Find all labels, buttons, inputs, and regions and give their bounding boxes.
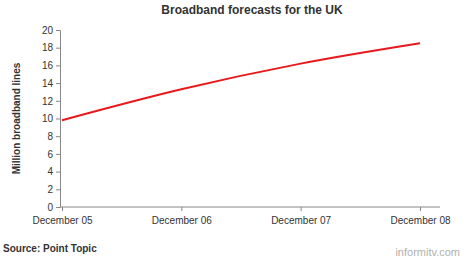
y-tick-label: 10 [42, 113, 54, 124]
y-axis: 0 2 4 6 8 10 12 14 16 18 20 [42, 25, 61, 213]
y-tick: 2 [47, 184, 60, 195]
x-tick: December 08 [390, 207, 450, 226]
y-tick: 8 [47, 131, 60, 142]
y-tick: 12 [42, 96, 60, 107]
y-tick-label: 4 [47, 166, 53, 177]
y-axis-line [56, 31, 61, 208]
y-tick: 10 [42, 113, 60, 124]
y-tick: 18 [42, 42, 60, 53]
y-tick-mark [56, 154, 60, 155]
y-tick-label: 6 [47, 149, 53, 160]
title: Broadband forecasts for the UK [161, 3, 343, 17]
y-tick-mark [56, 119, 60, 120]
x-tick-label: December 05 [32, 215, 92, 226]
y-axis-title: Million broadband lines [11, 62, 22, 174]
chart: Broadband forecasts for the UK 0 2 4 6 8 10 12 1… [0, 0, 464, 261]
y-tick: 4 [47, 166, 60, 177]
data-line [62, 43, 420, 120]
y-tick-mark [56, 172, 60, 173]
y-tick-label: 20 [42, 25, 54, 36]
y-tick: 0 [47, 202, 60, 213]
x-tick-label: December 08 [390, 215, 450, 226]
x-tick: December 05 [32, 207, 92, 226]
y-tick-mark [56, 101, 60, 102]
x-tick: December 07 [271, 207, 331, 226]
plot-area [62, 43, 420, 120]
x-tick-mark [420, 207, 421, 211]
y-tick-mark [56, 30, 60, 31]
y-tick-label: 14 [42, 78, 54, 89]
y-tick-mark [56, 83, 60, 84]
y-tick: 16 [42, 60, 60, 71]
x-tick: December 06 [152, 207, 212, 226]
y-tick-mark [56, 189, 60, 190]
x-tick-mark [181, 207, 182, 211]
y-tick-label: 8 [47, 131, 53, 142]
y-tick: 14 [42, 78, 60, 89]
y-tick-label: 16 [42, 60, 54, 71]
watermark: informitv.com [395, 246, 460, 258]
x-tick-label: December 07 [271, 215, 331, 226]
y-tick-label: 18 [42, 42, 54, 53]
y-tick-mark [56, 48, 60, 49]
x-tick-mark [301, 207, 302, 211]
source-note: Source: Point Topic [3, 243, 97, 254]
x-axis-line [60, 207, 440, 208]
y-tick-mark [56, 65, 60, 66]
y-tick-mark [56, 136, 60, 137]
x-tick-mark [62, 207, 63, 211]
y-tick-mark [56, 207, 60, 208]
y-tick-label: 2 [47, 184, 53, 195]
y-tick: 6 [47, 149, 60, 160]
y-tick-label: 0 [47, 202, 53, 213]
x-axis: December 05 December 06 December 07 Decembe… [32, 207, 450, 226]
y-tick-label: 12 [42, 96, 54, 107]
x-tick-label: December 06 [152, 215, 212, 226]
y-tick: 20 [42, 25, 60, 36]
